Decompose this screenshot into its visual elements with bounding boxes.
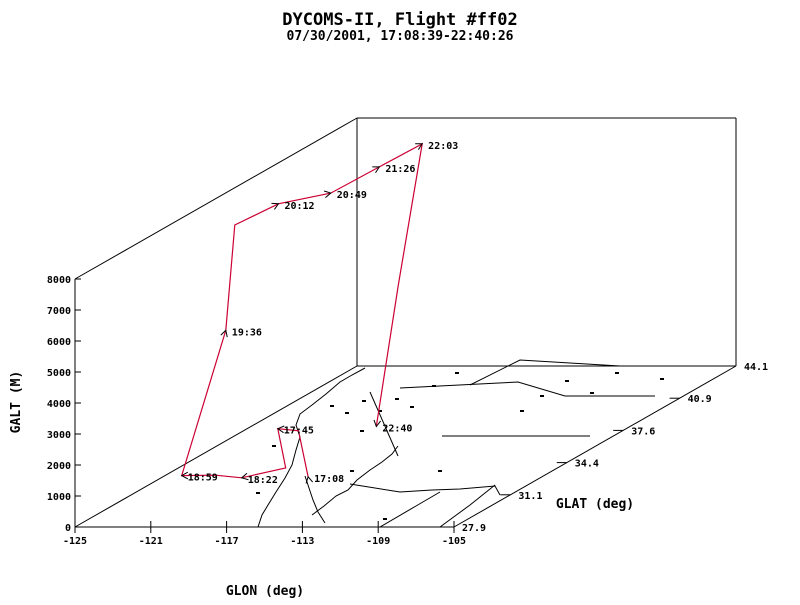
lake-mark <box>660 378 664 380</box>
z-tick-label: 7000 <box>47 306 71 317</box>
track-arrow <box>276 425 285 434</box>
z-tick-label: 2000 <box>47 461 71 472</box>
flight-track: 17:08 17:45 18:22 18:59 19:36 20:12 20:49 21:26… <box>180 141 458 486</box>
time-label: 17:45 <box>284 426 314 437</box>
chart-subtitle: 07/30/2001, 17:08:39-22:40:26 <box>287 29 514 44</box>
lake-mark <box>615 372 619 374</box>
lake-mark <box>362 400 366 402</box>
lake-mark <box>256 492 260 494</box>
coastline-segment <box>469 359 700 386</box>
x-axis-label: GLON (deg) <box>226 584 304 599</box>
lake-mark <box>383 518 387 520</box>
lake-mark <box>410 406 414 408</box>
lake-mark <box>590 392 594 394</box>
time-label: 21:26 <box>385 164 415 175</box>
time-label: 22:40 <box>382 424 412 435</box>
y-tick-label: 44.1 <box>744 362 768 373</box>
x-tick-label: -125 <box>63 536 87 547</box>
plot-frame <box>74 117 737 528</box>
time-label: 17:08 <box>314 474 344 485</box>
x-tick-label: -113 <box>290 536 314 547</box>
track-arrow <box>372 166 381 174</box>
coastline-segment <box>311 445 399 516</box>
z-tick-label: 4000 <box>47 399 71 410</box>
time-label: 19:36 <box>232 327 262 338</box>
time-label: 20:49 <box>337 190 367 201</box>
coastline-segment <box>439 484 496 528</box>
coastline-segment <box>399 381 655 397</box>
track-arrow <box>180 471 189 480</box>
z-axis-label: GALT (M) <box>9 371 24 434</box>
lake-mark <box>350 470 354 472</box>
axis-ticks: -125 -121 -117 -113 -109 -105 27.9 31.1 34.4 37.6… <box>47 275 768 547</box>
lake-mark <box>378 410 382 412</box>
lake-mark <box>455 372 459 374</box>
coastline-segment <box>349 483 501 496</box>
lake-mark <box>395 398 399 400</box>
lake-mark <box>345 412 349 414</box>
z-tick-label: 3000 <box>47 430 71 441</box>
coastline-segment <box>304 475 326 524</box>
z-tick-label: 1000 <box>47 492 71 503</box>
x-tick-label: -105 <box>442 536 466 547</box>
y-axis-label: GLAT (deg) <box>556 497 634 512</box>
x-tick-label: -109 <box>366 536 390 547</box>
chart-title: DYCOMS-II, Flight #ff02 <box>282 10 517 30</box>
lake-mark <box>565 380 569 382</box>
y-tick-label: 31.1 <box>518 491 542 502</box>
coastline-segment <box>369 391 399 457</box>
track-arrow <box>373 419 382 428</box>
lake-mark <box>272 445 276 447</box>
lake-mark <box>330 405 334 407</box>
top-left-edge <box>74 117 358 280</box>
z-tick-label: 5000 <box>47 368 71 379</box>
track-arrow <box>240 472 249 481</box>
floor-left-edge <box>74 365 358 528</box>
y-tick-label: 40.9 <box>688 394 712 405</box>
lake-mark <box>520 410 524 412</box>
lake-mark <box>540 395 544 397</box>
y-tick-label: 37.6 <box>631 426 655 437</box>
floor-right-edge <box>453 365 737 528</box>
track-arrow <box>415 143 424 150</box>
y-tick-label: 34.4 <box>575 459 599 470</box>
lake-mark <box>432 385 436 387</box>
time-label: 22:03 <box>428 141 458 152</box>
time-label: 18:22 <box>248 475 278 486</box>
time-label: 18:59 <box>188 473 218 484</box>
z-tick-label: 6000 <box>47 337 71 348</box>
lake-mark <box>360 430 364 432</box>
track-arrow <box>271 202 280 210</box>
coastline-segment <box>379 491 441 528</box>
z-tick-label: 8000 <box>47 275 71 286</box>
track-arrow <box>220 329 228 338</box>
lake-mark <box>438 470 442 472</box>
z-tick-label: 0 <box>65 523 71 534</box>
x-tick-label: -117 <box>215 536 239 547</box>
x-tick-label: -121 <box>139 536 163 547</box>
y-tick-label: 27.9 <box>462 523 486 534</box>
time-label: 20:12 <box>284 201 314 212</box>
track-arrow <box>323 190 332 198</box>
track-arrow <box>305 475 314 484</box>
